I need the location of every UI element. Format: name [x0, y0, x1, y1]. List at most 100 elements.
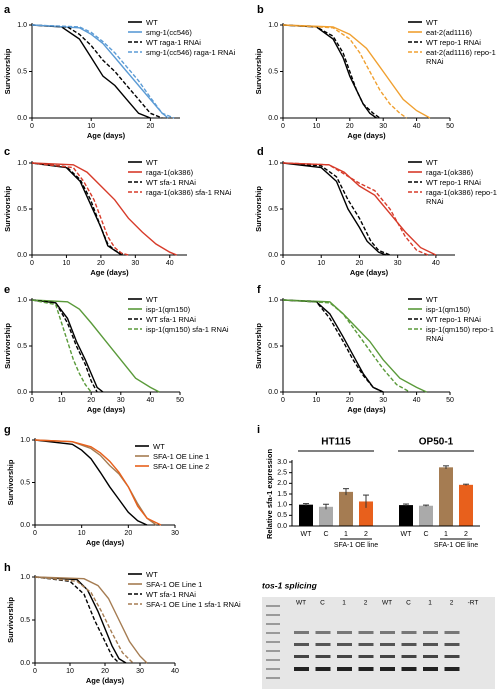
legend-item: WT sfa-1 RNAi: [128, 178, 248, 187]
survival-curve: [31, 162, 177, 256]
panel-label: h: [4, 562, 11, 574]
x-tick-label: 10: [78, 530, 86, 537]
panel-label: b: [257, 4, 264, 16]
gel-band: [294, 655, 309, 658]
gel-band: [401, 655, 417, 658]
ladder-band: [266, 659, 280, 661]
legend-item: WT raga-1 RNAi: [128, 38, 248, 47]
legend-swatch: [408, 308, 422, 310]
panel-label: a: [4, 4, 11, 16]
legend-swatch: [128, 308, 142, 310]
gel-band: [444, 643, 460, 646]
legend-label: WT: [146, 570, 158, 579]
gel-band: [337, 631, 352, 634]
y-tick-label: 0.5: [20, 617, 30, 624]
legend-item: WT: [128, 570, 243, 579]
survival-curve: [31, 162, 122, 256]
gel-band: [315, 643, 331, 646]
legend-item: WT: [128, 18, 248, 27]
y-axis-title: Survivorship: [6, 597, 15, 643]
lane-label: 2: [364, 600, 368, 607]
x-tick-label: 0: [281, 397, 285, 404]
x-tick-label: 30: [131, 260, 139, 267]
y-tick-label: 0.5: [17, 343, 27, 350]
survival-curve: [31, 299, 104, 393]
legend-item: raga-1(ok386) repo-1 RNAi: [408, 188, 500, 206]
y-tick-label: 0.5: [17, 206, 27, 213]
gel-band: [294, 667, 309, 671]
x-tick-label: 10: [66, 668, 74, 675]
gel-band: [358, 643, 374, 646]
legend-label: WT: [426, 158, 438, 167]
x-tick-label: C: [423, 531, 428, 538]
legend-label: isp-1(qm150): [426, 305, 471, 314]
legend-swatch: [408, 328, 422, 330]
legend-item: raga-1(ok386) sfa-1 RNAi: [128, 188, 248, 197]
subgroup-label: SFA-1 OE line: [334, 542, 378, 549]
gel-band: [337, 643, 352, 646]
x-tick-label: 0: [30, 397, 34, 404]
legend-label: isp-1(qm150) repo-1 RNAi: [426, 325, 494, 343]
legend-swatch: [128, 171, 142, 173]
legend-label: WT sfa-1 RNAi: [146, 590, 196, 599]
legend-swatch: [128, 583, 142, 585]
legend-label: raga-1(ok386): [146, 168, 194, 177]
panel-label: e: [4, 284, 10, 296]
lane-label: 1: [342, 600, 346, 607]
legend-label: WT sfa-1 RNAi: [146, 178, 196, 187]
x-tick-label: 50: [446, 123, 454, 130]
legend-swatch: [408, 298, 422, 300]
legend: WT SFA-1 OE Line 1 WT sfa-1 RNAi SFA-1 OE L…: [128, 570, 243, 610]
legend-item: raga-1(ok386): [408, 168, 500, 177]
legend-swatch: [135, 465, 149, 467]
legend-item: isp-1(qm150) sfa-1 RNAi: [128, 325, 248, 334]
gel-band: [380, 631, 395, 634]
subgroup-label: SFA-1 OE line: [434, 542, 478, 549]
legend-swatch: [135, 455, 149, 457]
legend-label: SFA-1 OE Line 1: [153, 452, 210, 461]
panel-label: i: [257, 424, 260, 436]
x-tick-label: 20: [346, 123, 354, 130]
survival-curve: [31, 24, 163, 119]
y-tick-label: 1.0: [268, 22, 278, 29]
legend-label: WT sfa-1 RNAi: [146, 315, 196, 324]
legend-label: SFA-1 OE Line 1: [146, 580, 203, 589]
y-tick-label: 0.5: [268, 68, 278, 75]
legend-item: isp-1(qm150): [128, 305, 248, 314]
legend-label: WT: [146, 295, 158, 304]
legend-swatch: [408, 171, 422, 173]
legend-label: raga-1(ok386) sfa-1 RNAi: [146, 188, 232, 197]
legend: WT isp-1(qm150) WT sfa-1 RNAi isp-1(qm150) …: [128, 295, 248, 335]
gel-band: [358, 655, 374, 658]
x-tick-label: 40: [166, 260, 174, 267]
x-tick-label: 10: [58, 397, 66, 404]
x-tick-label: 30: [136, 668, 144, 675]
group-title: HT115: [321, 437, 351, 448]
survival-curve: [31, 162, 129, 256]
legend: WT SFA-1 OE Line 1 SFA-1 OE Line 2: [135, 442, 245, 472]
legend-item: WT: [408, 158, 500, 167]
lane-label: 2: [450, 600, 454, 607]
legend-label: WT: [426, 295, 438, 304]
x-axis-title: Age (days): [86, 676, 125, 685]
legend-swatch: [135, 445, 149, 447]
legend-label: WT repo-1 RNAi: [426, 38, 481, 47]
y-tick-label: 0.5: [20, 479, 30, 486]
x-tick-label: 20: [97, 260, 105, 267]
y-axis-title: Survivorship: [3, 48, 12, 94]
legend-swatch: [128, 31, 142, 33]
legend-item: WT: [408, 295, 500, 304]
legend-item: smg-1(cc546): [128, 28, 248, 37]
survival-curve: [31, 24, 151, 119]
legend-label: smg-1(cc546): [146, 28, 192, 37]
x-tick-label: WT: [401, 531, 413, 538]
survival-curve: [34, 439, 157, 526]
legend-label: smg-1(cc546) raga-1 RNAi: [146, 48, 236, 57]
gel-band: [423, 667, 438, 671]
legend-swatch: [408, 51, 422, 53]
gel-band: [294, 631, 309, 634]
y-tick-label: 1.0: [277, 502, 287, 509]
gel-band: [401, 643, 417, 646]
